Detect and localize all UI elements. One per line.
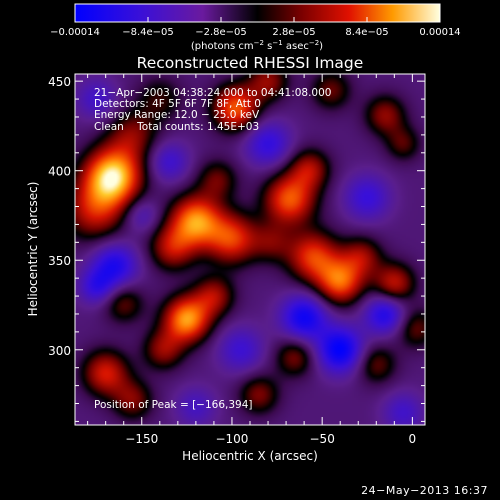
y-axis-label: Heliocentric Y (arcsec): [26, 182, 40, 317]
y-axis-ticks: [75, 80, 425, 422]
colorbar-tick-label: 0.00014: [419, 27, 460, 38]
plot-area: [75, 74, 425, 425]
y-tick-label: 350: [48, 254, 71, 268]
colorbar-tick-labels: −0.00014 −8.4e−05 −2.8e−05 2.8e−05 8.4e−05 0.…: [50, 27, 461, 38]
x-tick-label: −50: [310, 432, 335, 446]
colorbar-tick-label: −8.4e−05: [122, 27, 174, 38]
annotation-clean-counts: Clean Total counts: 1.45E+03: [94, 121, 259, 133]
colorbar: −0.00014 −8.4e−05 −2.8e−05 2.8e−05 8.4e−05 0.…: [50, 3, 461, 52]
x-tick-label: −100: [215, 432, 248, 446]
colorbar-tick-label: 8.4e−05: [345, 27, 388, 38]
annotation-energy-range: Energy Range: 12.0 − 25.0 keV: [94, 109, 260, 121]
colorbar-ticks: [74, 17, 441, 22]
colorbar-tick-label: 2.8e−05: [272, 27, 315, 38]
annotation-time-range: 21−Apr−2003 04:38:24.000 to 04:41:08.000: [94, 87, 331, 99]
colorbar-tick-label: −2.8e−05: [195, 27, 247, 38]
x-axis-ticks: [87, 74, 413, 425]
colorbar-tick-label: −0.00014: [50, 27, 100, 38]
colorbar-gradient: [74, 3, 441, 23]
annotation-detectors: Detectors: 4F 5F 6F 7F 8F, Att 0: [94, 98, 261, 110]
footer-date: 24−May−2013 16:37: [361, 484, 488, 497]
heatmap-image: [75, 74, 425, 425]
x-tick-label: −150: [125, 432, 158, 446]
chart-title: Reconstructed RHESSI Image: [137, 54, 364, 72]
y-tick-label: 450: [48, 75, 71, 89]
peak-position-label: Position of Peak = [−166,394]: [94, 399, 253, 411]
y-tick-label: 300: [48, 344, 71, 358]
y-tick-label: 400: [48, 165, 71, 179]
x-axis-label: Heliocentric X (arcsec): [182, 449, 318, 463]
x-axis-tick-labels: −150 −100 −50 0: [125, 432, 416, 446]
y-axis-tick-labels: 300 350 400 450: [48, 75, 71, 358]
x-tick-label: 0: [409, 432, 417, 446]
annotation-block: 21−Apr−2003 04:38:24.000 to 04:41:08.000…: [94, 87, 331, 133]
colorbar-unit-label: (photons cm−2 s−1 asec−2): [191, 39, 323, 52]
